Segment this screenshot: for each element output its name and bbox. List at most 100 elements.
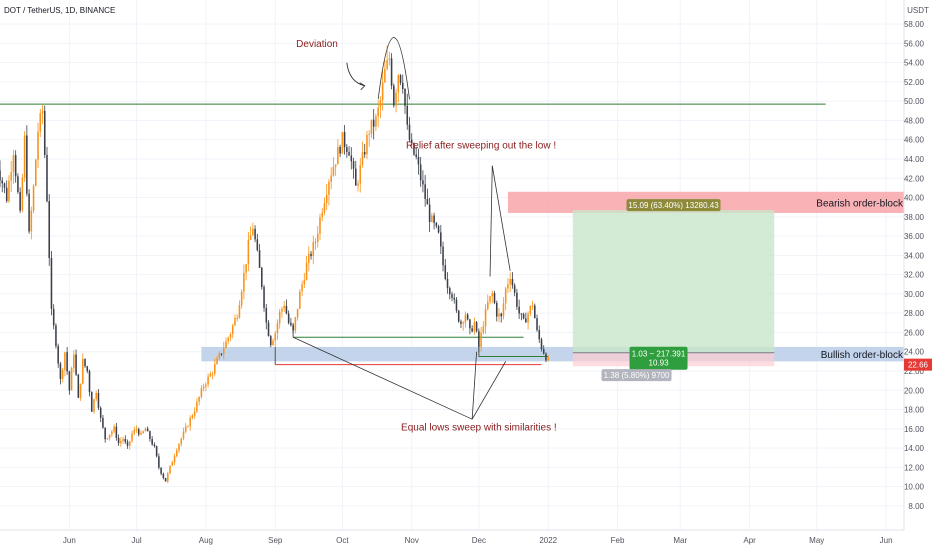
candle-body bbox=[332, 166, 335, 176]
candle-body bbox=[426, 198, 429, 205]
candle-body bbox=[187, 426, 189, 428]
candle-body bbox=[75, 354, 77, 375]
candle-body bbox=[184, 426, 187, 432]
candle-body bbox=[66, 352, 68, 372]
candle-body bbox=[410, 139, 413, 144]
candle-body bbox=[509, 278, 511, 285]
candle-body bbox=[422, 180, 424, 185]
long-position-tool[interactable]: 15.09 (63.40%) 13280.43 1.03 ~ 217.39110.… bbox=[572, 199, 775, 382]
candle-body bbox=[120, 441, 122, 444]
candle-body bbox=[283, 305, 285, 309]
candle-body bbox=[144, 428, 147, 432]
y-tick-label: 16.00 bbox=[904, 425, 925, 434]
candle-body bbox=[487, 301, 489, 310]
x-tick-label: May bbox=[809, 536, 824, 545]
candle-body bbox=[160, 467, 162, 474]
candle-body bbox=[281, 308, 283, 312]
target-label-box bbox=[626, 199, 721, 212]
candle-body bbox=[84, 358, 86, 367]
y-axis[interactable]: USDT 8.00 10.00 12.00 14.00 16.00 18.00 20.00 22… bbox=[903, 0, 932, 530]
candle-body bbox=[155, 446, 158, 457]
y-tick-label: 26.00 bbox=[904, 328, 925, 337]
y-tick-label: 8.00 bbox=[908, 502, 924, 511]
candle-body bbox=[17, 176, 19, 192]
candle-body bbox=[377, 107, 379, 117]
candle-body bbox=[164, 477, 167, 482]
candle-body bbox=[292, 325, 294, 331]
candle-body bbox=[23, 135, 26, 178]
candle-body bbox=[5, 187, 8, 202]
candle-body bbox=[263, 286, 265, 308]
candle-body bbox=[428, 204, 431, 222]
candle-body bbox=[540, 339, 543, 350]
candle-body bbox=[417, 156, 420, 165]
candle-body bbox=[437, 226, 440, 233]
candle-body bbox=[55, 325, 57, 347]
y-tick-label: 18.00 bbox=[904, 406, 925, 415]
candle-body bbox=[211, 373, 214, 375]
y-tick-label: 28.00 bbox=[904, 309, 925, 318]
candle-body bbox=[245, 263, 247, 273]
candle-body bbox=[265, 307, 268, 323]
y-tick-label: 20.00 bbox=[904, 386, 925, 395]
candle-body bbox=[294, 317, 297, 331]
candle-body bbox=[542, 349, 545, 354]
candle-body bbox=[93, 399, 95, 412]
candle-body bbox=[406, 105, 409, 125]
y-tick-label: 22.00 bbox=[904, 367, 925, 376]
candle-body bbox=[368, 134, 370, 136]
candle-body bbox=[319, 217, 321, 234]
candle-body bbox=[137, 429, 140, 435]
candle-body bbox=[249, 235, 252, 240]
candle-body bbox=[142, 431, 144, 434]
candle-body bbox=[207, 376, 209, 385]
deviation-arc bbox=[377, 37, 410, 100]
candle-body bbox=[191, 415, 194, 418]
candle-body bbox=[225, 341, 227, 349]
candle-body bbox=[10, 172, 12, 181]
candle-body bbox=[334, 164, 337, 167]
candle-body bbox=[312, 242, 315, 257]
candle-body bbox=[464, 314, 467, 323]
candle-body bbox=[520, 313, 523, 315]
candle-body bbox=[162, 473, 165, 478]
y-tick-label: 14.00 bbox=[904, 444, 925, 453]
ratio-box bbox=[629, 346, 688, 370]
candle-body bbox=[117, 437, 120, 444]
candle-body bbox=[350, 155, 353, 162]
candle-body bbox=[370, 119, 373, 135]
candle-body bbox=[247, 239, 250, 264]
candle-body bbox=[79, 383, 82, 398]
candle-body bbox=[442, 246, 444, 266]
candle-body bbox=[59, 363, 62, 379]
candle-body bbox=[473, 322, 476, 332]
candle-body bbox=[415, 154, 417, 157]
candle-body bbox=[296, 308, 299, 318]
candle-body bbox=[346, 147, 348, 152]
candle-body bbox=[115, 426, 118, 438]
last-price-box bbox=[904, 358, 932, 371]
candle-body bbox=[236, 317, 238, 319]
candle-body bbox=[545, 353, 547, 361]
x-tick-label: Nov bbox=[405, 536, 419, 545]
candle-body bbox=[433, 215, 435, 223]
candle-body bbox=[261, 267, 263, 287]
equal-lows-pointer bbox=[292, 336, 473, 420]
candle-body bbox=[462, 322, 464, 324]
candle-body bbox=[193, 411, 196, 416]
candle-body bbox=[448, 288, 451, 295]
candle-body bbox=[408, 124, 411, 140]
candle-body bbox=[457, 310, 460, 322]
candle-body bbox=[267, 322, 270, 337]
candle-body bbox=[272, 340, 274, 346]
candle-body bbox=[95, 392, 98, 400]
candle-body bbox=[220, 353, 223, 355]
candle-body bbox=[424, 184, 426, 199]
x-axis[interactable]: Jun Jul Aug Sep Oct Nov Dec 2022 Feb Mar Apr May Jun bbox=[0, 529, 932, 550]
candle-body bbox=[395, 92, 397, 106]
y-tick-label: 12.00 bbox=[904, 463, 925, 472]
candle-body bbox=[222, 348, 225, 354]
candle-body bbox=[209, 373, 212, 377]
candle-body bbox=[86, 366, 89, 372]
